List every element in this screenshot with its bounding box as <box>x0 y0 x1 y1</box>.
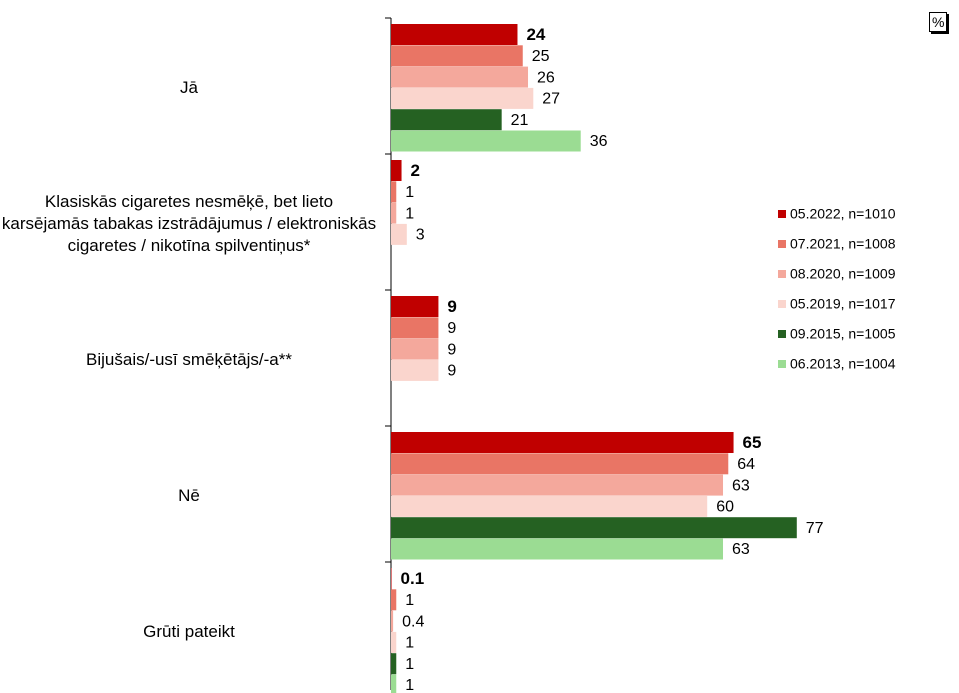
legend-label: 08.2020, n=1009 <box>790 266 896 282</box>
bar <box>391 130 581 152</box>
value-label: 60 <box>716 499 734 516</box>
value-label: 25 <box>532 48 550 65</box>
legend-swatch <box>778 270 786 278</box>
bar <box>391 338 439 360</box>
legend-label: 09.2015, n=1005 <box>790 326 896 342</box>
legend-swatch <box>778 300 786 308</box>
legend-swatch <box>778 360 786 368</box>
value-label: 26 <box>537 69 555 86</box>
value-label: 24 <box>526 25 545 44</box>
value-label: 1 <box>405 677 414 693</box>
bar <box>391 610 394 632</box>
value-label: 9 <box>447 341 456 358</box>
value-label: 27 <box>542 91 560 108</box>
bar <box>391 589 397 611</box>
legend-swatch <box>778 240 786 248</box>
unit-label: % <box>929 12 948 32</box>
legend-label: 06.2013, n=1004 <box>790 356 896 372</box>
bar <box>391 24 518 45</box>
value-label: 3 <box>416 227 425 244</box>
bar <box>391 317 439 339</box>
value-label: 21 <box>511 112 529 129</box>
value-label: 0.1 <box>401 569 425 588</box>
bar <box>391 359 439 381</box>
bar <box>391 568 392 589</box>
value-label: 0.4 <box>402 613 424 630</box>
category-label: Nē <box>178 486 200 505</box>
bar <box>391 653 397 675</box>
value-label: 1 <box>405 592 414 609</box>
value-label: 65 <box>743 433 762 452</box>
bar <box>391 631 397 653</box>
bar <box>391 495 708 517</box>
bar <box>391 202 397 224</box>
legend-label: 07.2021, n=1008 <box>790 236 896 252</box>
value-label: 9 <box>447 363 456 380</box>
bar <box>391 296 439 317</box>
legend-swatch <box>778 330 786 338</box>
value-label: 64 <box>737 456 755 473</box>
legend-swatch <box>778 210 786 218</box>
bar <box>391 45 523 67</box>
category-label: Grūti pateikt <box>143 622 235 641</box>
bar <box>391 538 724 560</box>
value-label: 9 <box>447 297 456 316</box>
value-label: 36 <box>590 133 608 150</box>
bar <box>391 517 797 539</box>
value-label: 1 <box>405 656 414 673</box>
bar <box>391 474 724 496</box>
bar <box>391 181 397 203</box>
category-label: Jā <box>180 78 198 97</box>
bar <box>391 223 407 245</box>
bar <box>391 109 502 131</box>
value-label: 63 <box>732 477 750 494</box>
legend-label: 05.2019, n=1017 <box>790 296 896 312</box>
legend-label: 05.2022, n=1010 <box>790 206 896 222</box>
value-label: 2 <box>411 161 420 180</box>
value-label: 1 <box>405 205 414 222</box>
value-label: 63 <box>732 541 750 558</box>
bar <box>391 674 397 693</box>
value-label: 1 <box>405 184 414 201</box>
bar <box>391 66 529 88</box>
category-label: Bijušais/-usī smēķētājs/-a** <box>86 350 292 369</box>
category-label: Klasiskās cigaretes nesmēķē, bet lieto k… <box>1 192 377 255</box>
value-label: 77 <box>806 520 824 537</box>
bar <box>391 160 402 181</box>
value-label: 1 <box>405 635 414 652</box>
bar <box>391 432 734 453</box>
value-label: 9 <box>447 320 456 337</box>
bar <box>391 87 534 109</box>
bar <box>391 453 729 475</box>
